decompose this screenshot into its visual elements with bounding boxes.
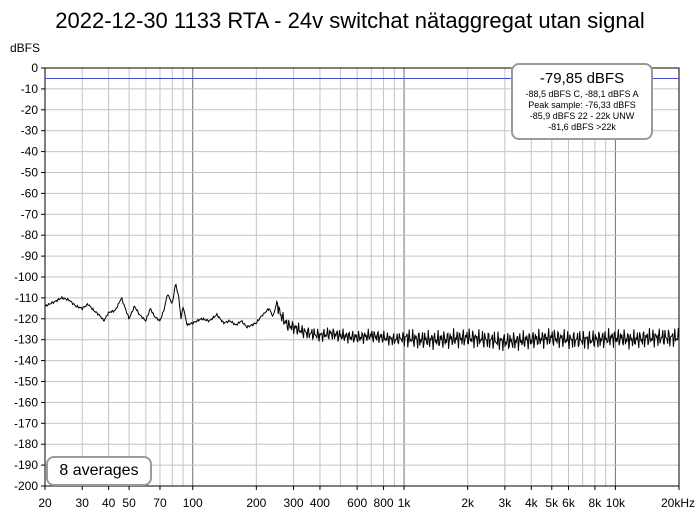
series-line [44, 283, 680, 352]
info-main-value: -79,85 dBFS [539, 70, 625, 87]
grid-major [45, 88, 679, 466]
y-axis-label: dBFS [10, 41, 40, 55]
y-tick-label: -40 [21, 145, 39, 159]
y-tick-label: -100 [14, 270, 38, 284]
x-tick-label: 1k [398, 496, 412, 510]
y-tick-label: -80 [21, 228, 39, 242]
y-tick-label: 0 [31, 61, 38, 75]
y-axis-ticks: 0 -10 -20 -30 -40 -50 -60 -70 -80 -90 -100 -110 -120… [14, 61, 45, 493]
x-tick-label: 3k [499, 496, 513, 510]
y-tick-label: -60 [21, 186, 39, 200]
y-tick-label: -30 [21, 124, 39, 138]
y-tick-label: -140 [14, 354, 38, 368]
info-line-above-22k: -81,6 dBFS >22k [548, 122, 616, 132]
y-tick-label: -110 [15, 291, 38, 305]
measurement-info-box: -79,85 dBFS -88,5 dBFS C, -88,1 dBFS A P… [511, 63, 653, 140]
info-line-c-a: -88,5 dBFS C, -88,1 dBFS A [525, 89, 639, 99]
y-tick-label: -160 [14, 395, 38, 409]
x-axis-ticks: 20 30 40 50 70 100 200 300 400 600 800 1k 2k 3k 4k 5k 6k… [38, 486, 695, 510]
x-tick-label: 20 [38, 496, 52, 510]
x-tick-label: 20kHz [661, 496, 695, 510]
y-tick-label: -10 [21, 82, 39, 96]
x-tick-label: 800 [374, 496, 394, 510]
x-tick-label: 8k [589, 496, 603, 510]
averages-label: 8 averages [59, 462, 139, 479]
info-line-peak: Peak sample: -76,33 dBFS [528, 100, 636, 110]
x-tick-label: 200 [246, 496, 266, 510]
x-tick-label: 40 [102, 496, 116, 510]
y-tick-label: -20 [21, 103, 39, 117]
y-tick-label: -200 [14, 479, 38, 493]
x-tick-label: 5k [545, 496, 559, 510]
y-tick-label: -170 [14, 416, 38, 430]
x-tick-label: 50 [122, 496, 136, 510]
y-tick-label: -120 [14, 312, 38, 326]
y-tick-label: -130 [14, 333, 38, 347]
x-tick-label: 70 [153, 496, 167, 510]
y-tick-label: -50 [21, 166, 39, 180]
x-tick-label: 30 [76, 496, 90, 510]
y-tick-label: -190 [14, 458, 38, 472]
x-tick-label: 100 [183, 496, 203, 510]
y-tick-label: -70 [21, 207, 39, 221]
x-tick-label: 300 [284, 496, 304, 510]
x-tick-label: 10k [606, 496, 626, 510]
x-tick-label: 600 [347, 496, 367, 510]
x-tick-label: 6k [562, 496, 576, 510]
x-tick-label: 4k [525, 496, 539, 510]
y-tick-label: -150 [14, 375, 38, 389]
y-tick-label: -90 [21, 249, 39, 263]
averages-box: 8 averages [46, 456, 152, 486]
chart-title: 2022-12-30 1133 RTA - 24v switchat nätag… [55, 8, 645, 33]
x-tick-label: 400 [310, 496, 330, 510]
info-line-unw: -85,9 dBFS 22 - 22k UNW [529, 111, 635, 121]
x-tick-label: 2k [461, 496, 475, 510]
y-tick-label: -180 [14, 437, 38, 451]
